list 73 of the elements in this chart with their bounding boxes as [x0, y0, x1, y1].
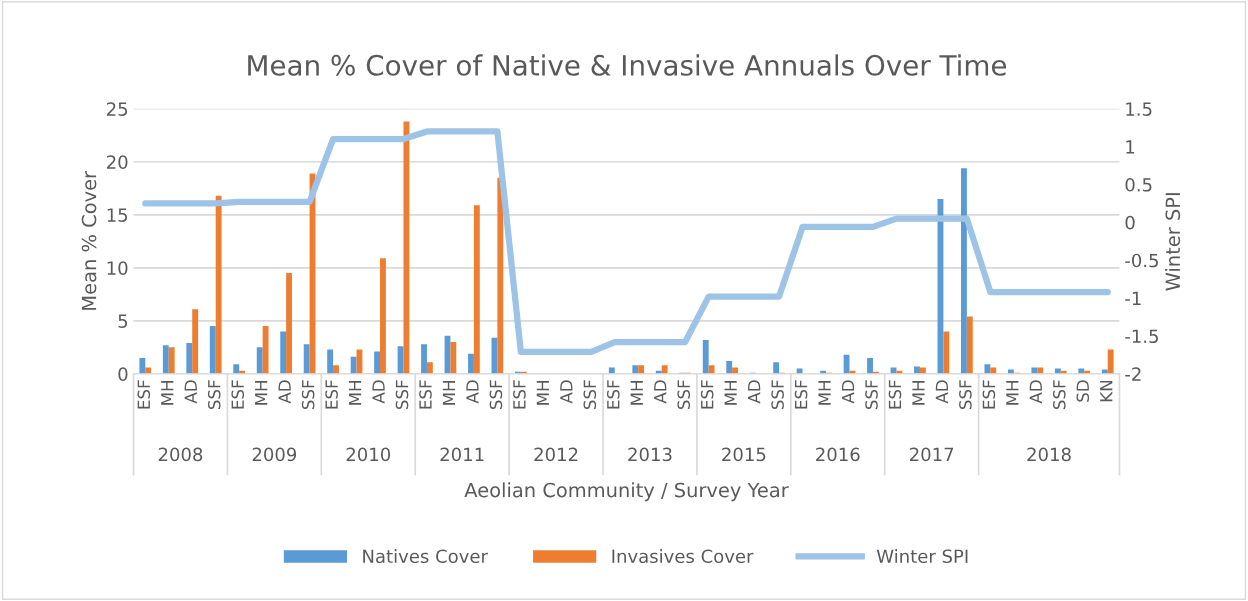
y-tick-label: 20	[107, 155, 128, 169]
text: 2010	[346, 447, 391, 462]
x-tick-label: AD	[372, 380, 385, 404]
x-tick-label: ESF	[700, 380, 714, 409]
y2-tick-label: -1.5	[1125, 329, 1158, 344]
x-tick-label: SSF	[207, 380, 221, 410]
x-tick-label: AD	[560, 380, 573, 404]
y-tick-label: 10	[107, 261, 128, 275]
x-tick-label: SD	[1076, 380, 1090, 402]
x-tick-label: AD	[748, 380, 761, 404]
y2-tick-label: 0	[1125, 215, 1135, 230]
x-tick-label: SSF	[865, 380, 878, 410]
text: 2012	[534, 447, 578, 462]
y-tick-label: 0	[118, 367, 128, 381]
x-tick-label: MH	[1006, 381, 1019, 405]
y2-axis-title: Winter SPI	[1165, 193, 1181, 291]
x-tick-label: SSF	[395, 380, 409, 410]
x-tick-label: AD	[654, 380, 667, 404]
x-tick-label: ESF	[513, 380, 526, 409]
y2-tick-label: -2	[1125, 367, 1141, 381]
y-tick-label: 5	[118, 314, 128, 328]
y-tick-label: 25	[107, 102, 128, 116]
y2-tick-label: 1	[1126, 140, 1135, 154]
legend-label: Natives Cover	[363, 549, 488, 564]
x-tick-label: ESF	[231, 380, 245, 409]
x-tick-label: ESF	[982, 380, 996, 409]
x-tick-label: SSF	[489, 380, 503, 410]
text: 2018	[1027, 447, 1071, 462]
x-tick-label: ESF	[419, 380, 432, 409]
x-tick-label: MH	[161, 381, 174, 405]
x-tick-label: SSF	[959, 380, 972, 410]
x-tick-label: MH	[818, 381, 831, 405]
text: 2016	[816, 447, 860, 462]
x-tick-label: SSF	[301, 380, 315, 410]
x-tick-label: SSF	[771, 380, 784, 410]
x-tick-label: MH	[348, 381, 362, 405]
text: 2017	[910, 447, 954, 462]
legend-label: Winter SPI	[876, 549, 968, 564]
text: 2008	[158, 447, 203, 462]
text: 2011	[440, 447, 484, 462]
x-tick-label: MH	[724, 381, 737, 405]
text: 2009	[252, 447, 297, 462]
x-tick-label: SSF	[677, 380, 691, 410]
x-tick-label: ESF	[888, 380, 902, 409]
x-tick-label: KN	[1100, 381, 1113, 402]
x-tick-label: MH	[536, 381, 549, 405]
chart-title: Mean % Cover of Native & Invasive Annuals Over Time	[248, 54, 1007, 76]
legend-label: Invasives Cover	[612, 549, 754, 564]
text: 2013	[628, 447, 672, 462]
x-tick-label: MH	[255, 381, 268, 405]
text: 2015	[722, 447, 766, 462]
x-tick-label: SSF	[1053, 380, 1066, 410]
x-tick-label: MH	[912, 381, 925, 405]
y-axis-title: Mean % Cover	[81, 170, 97, 310]
x-tick-label: AD	[935, 380, 948, 404]
x-tick-label: AD	[1029, 380, 1042, 404]
y2-tick-label: -0.5	[1125, 253, 1158, 268]
y2-tick-label: -1	[1125, 291, 1141, 305]
x-tick-label: AD	[466, 380, 479, 404]
x-tick-label: MH	[442, 381, 456, 405]
x-tick-label: AD	[278, 380, 291, 404]
x-axis-title: Aeolian Community / Survey Year	[464, 482, 789, 502]
x-tick-label: AD	[184, 380, 197, 404]
x-tick-label: ESF	[325, 380, 338, 409]
x-tick-label: AD	[841, 380, 855, 404]
x-tick-label: ESF	[606, 380, 620, 409]
x-tick-label: ESF	[794, 380, 808, 409]
x-tick-label: MH	[630, 381, 643, 405]
x-tick-label: ESF	[137, 380, 151, 409]
y2-tick-label: 0.5	[1125, 177, 1152, 192]
x-tick-label: SSF	[583, 380, 597, 410]
y-tick-label: 15	[107, 208, 128, 222]
y2-tick-label: 1.5	[1126, 102, 1152, 116]
